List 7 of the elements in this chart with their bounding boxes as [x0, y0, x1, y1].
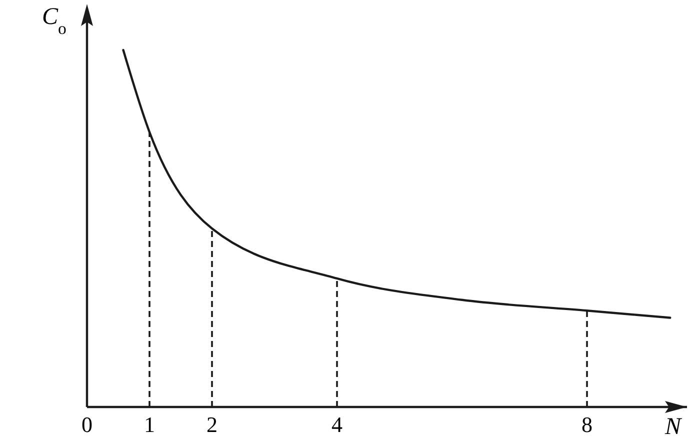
- x-tick-label: 8: [582, 412, 592, 437]
- x-tick-label: 2: [206, 412, 218, 437]
- x-tick-label: 0: [82, 412, 92, 437]
- x-tick-label: 1: [144, 412, 155, 437]
- x-axis-title: N: [664, 414, 683, 440]
- y-axis-title: C$_{o}$: [42, 4, 66, 38]
- x-tick-label: 4: [332, 412, 342, 437]
